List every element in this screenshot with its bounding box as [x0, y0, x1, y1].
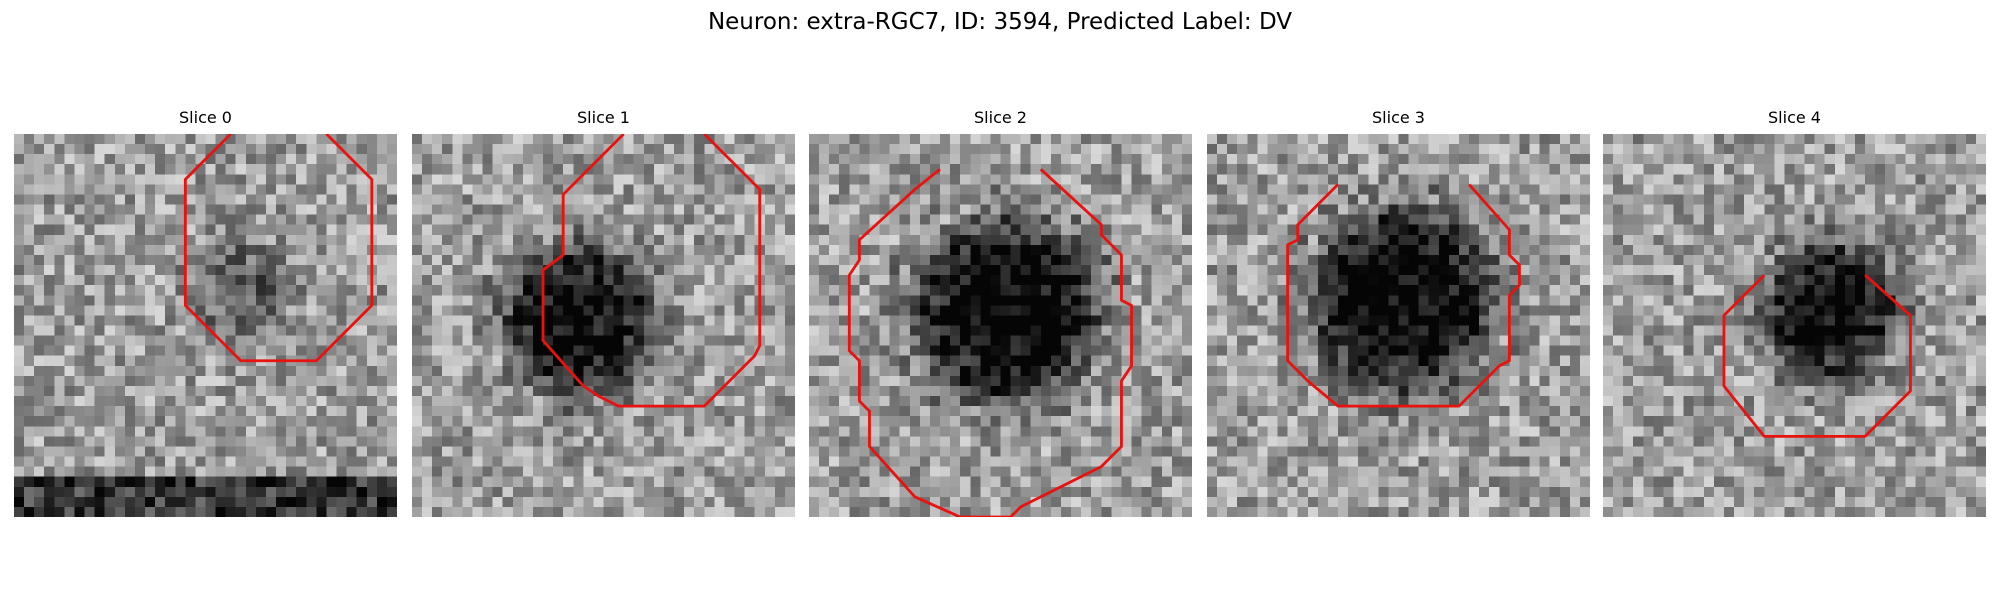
slice-image — [809, 134, 1192, 517]
roi-contour — [1286, 183, 1521, 408]
slice-image — [1603, 134, 1986, 517]
slice-title: Slice 3 — [1372, 108, 1425, 127]
slice-image — [1207, 134, 1590, 517]
slice-panel-2: Slice 2 — [809, 108, 1192, 517]
slice-panel-3: Slice 3 — [1207, 108, 1590, 517]
slice-image — [412, 134, 795, 517]
slice-panel-4: Slice 4 — [1603, 108, 1986, 517]
slice-panel-1: Slice 1 — [412, 108, 795, 517]
pixel-grid — [412, 134, 795, 517]
roi-contour — [847, 168, 1133, 517]
slice-title: Slice 4 — [1768, 108, 1821, 127]
slice-panel-0: Slice 0 — [14, 108, 397, 517]
roi-contour — [183, 134, 374, 363]
roi-contour — [1722, 274, 1912, 438]
slice-title: Slice 1 — [577, 108, 630, 127]
pixel-grid — [809, 134, 1192, 517]
pixel-grid — [1603, 134, 1986, 517]
figure-title: Neuron: extra-RGC7, ID: 3594, Predicted … — [707, 9, 1293, 35]
pixel-grid — [14, 134, 397, 517]
pixel-grid — [1207, 134, 1590, 517]
slice-title: Slice 2 — [974, 108, 1027, 127]
slice-image — [14, 134, 397, 517]
roi-contour — [541, 134, 762, 408]
slice-title: Slice 0 — [179, 108, 232, 127]
